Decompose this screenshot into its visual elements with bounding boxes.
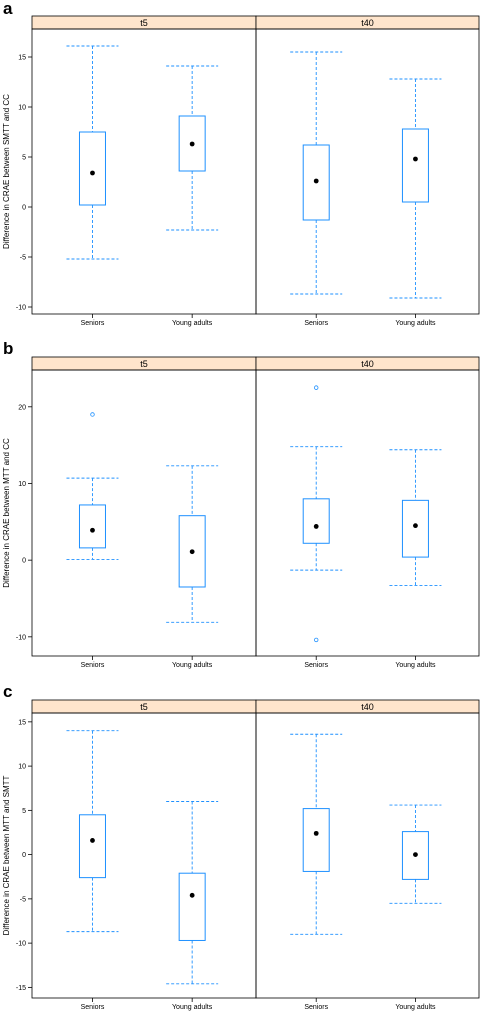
x-tick-label: Young adults xyxy=(395,662,436,669)
x-tick-label: Seniors xyxy=(81,320,105,327)
y-tick-label: 10 xyxy=(18,764,26,771)
outlier-point xyxy=(90,412,95,417)
median-dot xyxy=(313,830,319,836)
iqr-box xyxy=(302,498,330,544)
x-tick-label: Seniors xyxy=(304,1004,328,1011)
median-dot xyxy=(413,523,418,529)
y-tick-label: 0 xyxy=(22,205,26,212)
chart-panel-a: a Difference in CRAE between SMTT and CC -… xyxy=(2,0,480,327)
box-young-adults xyxy=(389,804,442,904)
outlier-point xyxy=(314,637,319,643)
y-tick-label: 10 xyxy=(18,481,26,488)
strip-label: t5 xyxy=(140,702,148,712)
x-tick-label: Young adults xyxy=(172,1004,213,1011)
y-tick-label: -10 xyxy=(16,634,26,641)
median-dot xyxy=(313,178,319,184)
y-tick-label: -10 xyxy=(16,941,26,948)
x-tick-label: Young adults xyxy=(395,320,436,327)
box-young-adults xyxy=(389,449,442,586)
iqr-box xyxy=(178,872,206,941)
iqr-box xyxy=(401,499,429,558)
strip-label: t40 xyxy=(361,18,374,28)
y-tick-label: -15 xyxy=(16,985,26,992)
x-tick-label: Young adults xyxy=(172,662,213,669)
box-seniors xyxy=(290,385,343,643)
y-tick-label: 0 xyxy=(22,558,26,565)
panel-label: b xyxy=(3,339,13,358)
panel-label: c xyxy=(3,682,12,701)
y-tick-label: 0 xyxy=(22,852,26,859)
median-dot xyxy=(189,892,195,898)
strip-label: t5 xyxy=(140,18,148,28)
y-axis-label: Difference in CRAE between MTT and CC xyxy=(2,438,11,588)
iqr-box xyxy=(178,515,206,588)
iqr-box xyxy=(401,128,429,203)
box-seniors xyxy=(66,730,119,933)
y-tick-label: 20 xyxy=(18,404,26,411)
strip-label: t40 xyxy=(361,359,374,369)
y-tick-label: 10 xyxy=(18,105,26,112)
box-seniors xyxy=(290,733,343,935)
x-tick-label: Seniors xyxy=(81,1004,105,1011)
y-axis-label: Difference in CRAE between MTT and SMTT xyxy=(2,776,11,936)
plot-frame xyxy=(31,712,257,999)
box-young-adults xyxy=(166,65,219,231)
x-tick-label: Young adults xyxy=(395,1004,436,1011)
panel-label: a xyxy=(3,0,13,18)
y-tick-label: 5 xyxy=(22,808,26,815)
median-dot xyxy=(413,156,418,162)
median-dot xyxy=(413,852,418,858)
iqr-box xyxy=(78,504,106,549)
box-young-adults xyxy=(389,78,442,299)
box-seniors xyxy=(66,412,119,560)
plot-frame xyxy=(255,369,480,657)
chart-panel-c: c Difference in CRAE between MTT and SMTT… xyxy=(2,682,480,1011)
strip-label: t40 xyxy=(361,702,374,712)
box-young-adults xyxy=(166,801,219,985)
plot-frame xyxy=(255,712,480,999)
median-dot xyxy=(189,141,195,147)
x-tick-label: Young adults xyxy=(172,320,213,327)
plot-frame xyxy=(255,28,480,315)
median-dot xyxy=(90,527,95,533)
x-tick-label: Seniors xyxy=(81,662,105,669)
median-dot xyxy=(90,170,95,176)
box-seniors xyxy=(66,45,119,260)
x-tick-label: Seniors xyxy=(304,320,328,327)
y-tick-label: -5 xyxy=(20,896,26,903)
iqr-box xyxy=(78,814,106,879)
y-tick-label: 5 xyxy=(22,155,26,162)
box-seniors xyxy=(290,51,343,295)
iqr-box xyxy=(302,808,330,872)
iqr-box xyxy=(302,144,330,221)
median-dot xyxy=(189,549,195,555)
y-tick-label: -5 xyxy=(20,255,26,262)
outlier-point xyxy=(314,385,319,390)
iqr-box xyxy=(401,831,429,880)
y-tick-label: -10 xyxy=(16,305,26,312)
plot-frame xyxy=(31,28,257,315)
median-dot xyxy=(90,838,95,843)
x-tick-label: Seniors xyxy=(304,662,328,669)
y-tick-label: 15 xyxy=(18,55,26,62)
plot-frame xyxy=(31,369,257,657)
y-tick-label: 15 xyxy=(18,719,26,726)
iqr-box xyxy=(178,115,206,172)
iqr-box xyxy=(78,131,106,206)
chart-panel-b: b Difference in CRAE between MTT and CC -1… xyxy=(2,339,480,669)
y-axis-label: Difference in CRAE between SMTT and CC xyxy=(2,94,11,249)
box-young-adults xyxy=(166,465,219,623)
median-dot xyxy=(313,524,319,529)
strip-label: t5 xyxy=(140,359,148,369)
